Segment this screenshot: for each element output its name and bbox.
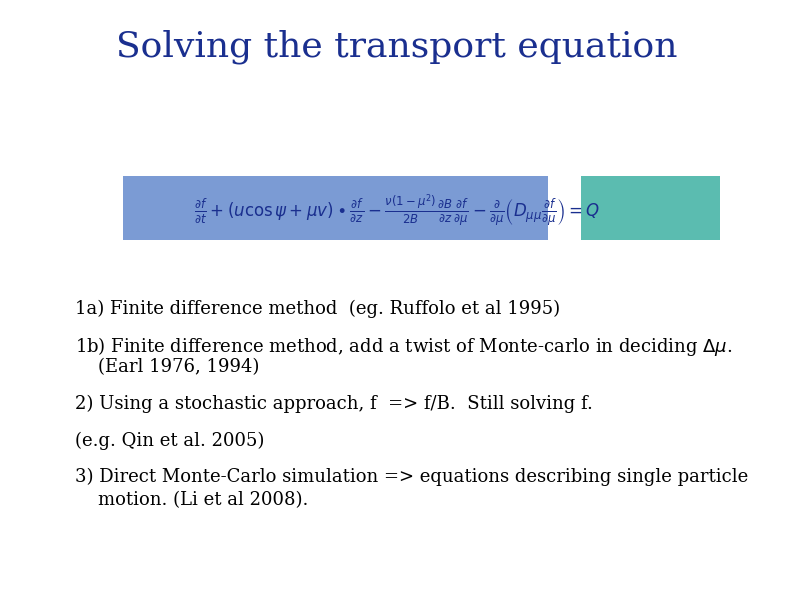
Text: 2) Using a stochastic approach, f  => f/B.  Still solving f.: 2) Using a stochastic approach, f => f/B… <box>75 395 592 414</box>
Text: Solving the transport equation: Solving the transport equation <box>116 30 678 64</box>
Text: 1b) Finite difference method, add a twist of Monte-carlo in deciding $\Delta\mu$: 1b) Finite difference method, add a twis… <box>75 335 732 358</box>
FancyBboxPatch shape <box>581 176 720 240</box>
Text: motion. (Li et al 2008).: motion. (Li et al 2008). <box>75 491 308 509</box>
Text: (e.g. Qin et al. 2005): (e.g. Qin et al. 2005) <box>75 432 264 450</box>
Text: $\frac{\partial f}{\partial t}+ (u\cos\psi + \mu v)\bullet\frac{\partial f}{\par: $\frac{\partial f}{\partial t}+ (u\cos\p… <box>194 193 600 229</box>
Text: 1a) Finite difference method  (eg. Ruffolo et al 1995): 1a) Finite difference method (eg. Ruffol… <box>75 300 560 318</box>
Text: (Earl 1976, 1994): (Earl 1976, 1994) <box>75 358 259 376</box>
FancyBboxPatch shape <box>123 176 548 240</box>
Text: 3) Direct Monte-Carlo simulation => equations describing single particle: 3) Direct Monte-Carlo simulation => equa… <box>75 468 748 486</box>
